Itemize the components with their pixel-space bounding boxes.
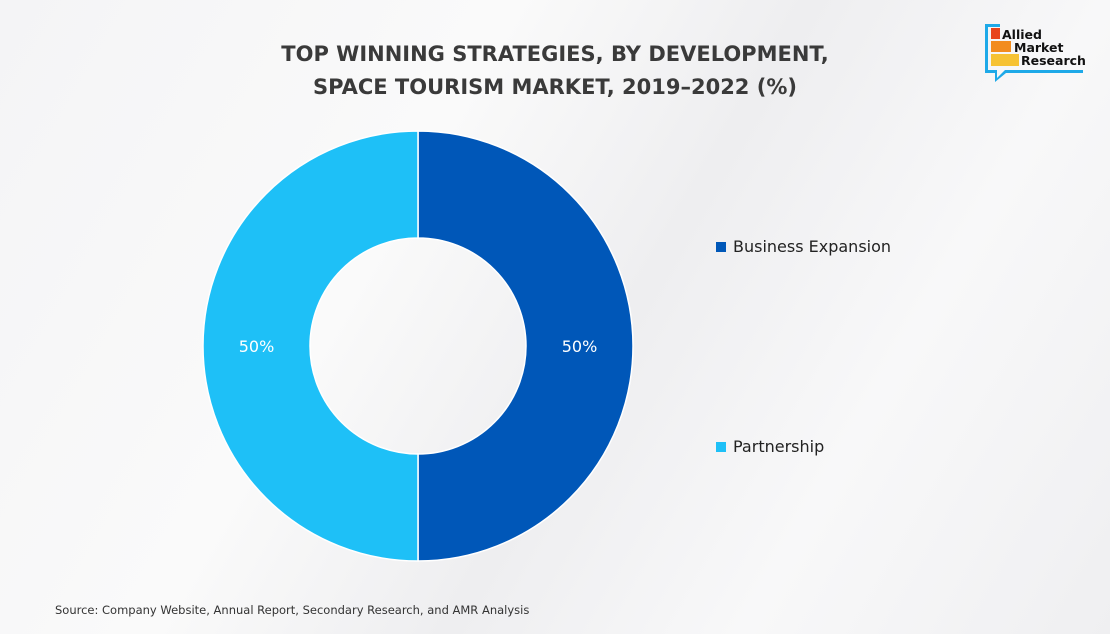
legend-label: Business Expansion: [733, 237, 892, 256]
legend-label: Partnership: [733, 437, 825, 456]
legend-swatch: [716, 241, 726, 252]
legend-item-partnership: Partnership: [716, 437, 824, 456]
donut-slice-business-expansion: [417, 130, 634, 562]
data-label: 50%: [562, 337, 598, 356]
chart-title: TOP WINNING STRATEGIES, BY DEVELOPMENT, …: [0, 38, 1110, 104]
legend-item-business-expansion: Business Expansion: [716, 237, 891, 256]
legend-swatch: [716, 441, 726, 452]
data-label: 50%: [239, 337, 275, 356]
title-line-2: SPACE TOURISM MARKET, 2019–2022 (%): [313, 75, 797, 99]
title-line-1: TOP WINNING STRATEGIES, BY DEVELOPMENT,: [281, 42, 829, 66]
donut-slice-partnership: [202, 130, 419, 562]
source-note: Source: Company Website, Annual Report, …: [55, 603, 530, 617]
allied-market-research-logo: Allied Market Research: [983, 22, 1088, 82]
